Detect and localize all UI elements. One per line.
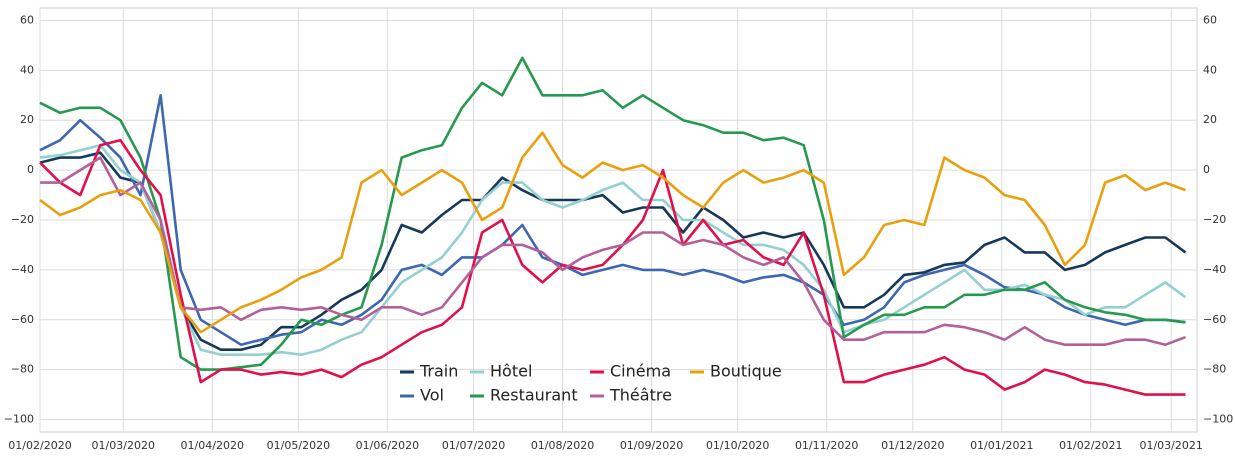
x-tick-label: 01/02/2020 [8, 439, 71, 452]
x-tick-label: 01/06/2020 [356, 439, 419, 452]
x-tick-label: 01/08/2020 [531, 439, 594, 452]
x-tick-label: 01/12/2020 [881, 439, 944, 452]
y-tick-label: 20 [20, 113, 34, 126]
x-tick-label: 01/09/2020 [620, 439, 683, 452]
y2-tick-label: −80 [1203, 363, 1226, 376]
y-tick-label: −20 [11, 213, 34, 226]
y2-tick-label: −100 [1203, 413, 1233, 426]
legend-label: Cinéma [610, 362, 671, 381]
y2-tick-label: 20 [1203, 113, 1217, 126]
series-line [39, 131, 1186, 334]
x-tick-label: 01/05/2020 [267, 439, 330, 452]
series-line [39, 151, 1187, 351]
y2-tick-label: 40 [1203, 63, 1217, 76]
y-tick-label: −100 [4, 413, 34, 426]
x-tick-label: 01/11/2020 [795, 439, 858, 452]
y-tick-label: 0 [27, 163, 34, 176]
legend-label: Hôtel [490, 362, 532, 381]
series-line [39, 138, 1186, 396]
x-tick-label: 01/04/2020 [181, 439, 244, 452]
x-tick-label: 01/01/2021 [970, 439, 1033, 452]
y2-tick-label: −40 [1203, 263, 1226, 276]
y2-tick-label: −60 [1203, 313, 1226, 326]
x-tick-label: 01/07/2020 [442, 439, 505, 452]
y2-tick-label: −20 [1203, 213, 1226, 226]
y-tick-label: −80 [11, 363, 34, 376]
legend-label: Vol [420, 386, 444, 405]
y-tick-label: 40 [20, 63, 34, 76]
x-tick-label: 01/03/2021 [1139, 439, 1202, 452]
series-line [39, 94, 1186, 346]
y2-tick-label: 60 [1203, 13, 1217, 26]
y-tick-label: 60 [20, 13, 34, 26]
legend-label: Restaurant [490, 386, 578, 405]
series-line [39, 143, 1187, 356]
legend-label: Train [419, 362, 458, 381]
x-tick-label: 01/10/2020 [706, 439, 769, 452]
x-tick-label: 01/03/2020 [92, 439, 155, 452]
x-tick-label: 01/02/2021 [1059, 439, 1122, 452]
y-tick-label: −40 [11, 263, 34, 276]
y-tick-label: −60 [11, 313, 34, 326]
y2-tick-label: 0 [1203, 163, 1210, 176]
legend-label: Théâtre [609, 386, 672, 405]
legend-label: Boutique [710, 362, 782, 381]
